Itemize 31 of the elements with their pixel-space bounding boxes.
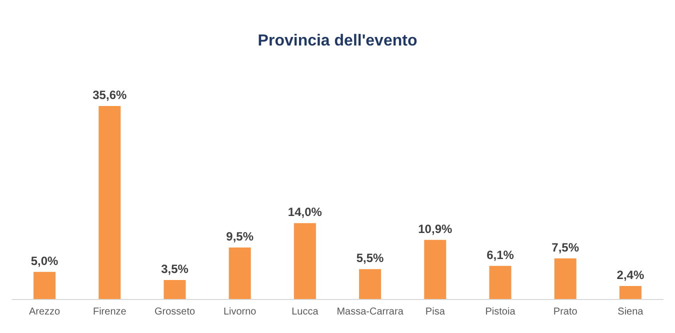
x-tick-label: Prato — [553, 306, 578, 318]
bar — [359, 269, 382, 299]
data-label: 6,1% — [486, 248, 514, 262]
bar — [424, 240, 446, 299]
x-tick-label: Grosseto — [154, 306, 196, 318]
data-label: 35,6% — [92, 88, 127, 102]
bar — [489, 266, 512, 299]
bar — [164, 280, 186, 299]
x-tick-label: Pisa — [425, 306, 446, 318]
x-tick-label: Firenze — [92, 306, 127, 318]
data-label: 10,9% — [418, 222, 452, 236]
x-tick-label: Arezzo — [28, 306, 61, 318]
data-label: 2,4% — [616, 268, 644, 282]
data-label: 5,5% — [356, 251, 384, 266]
bar — [619, 286, 642, 299]
bar — [98, 106, 121, 299]
data-label: 7,5% — [552, 240, 580, 254]
data-label: 5,0% — [30, 254, 59, 268]
x-tick-label: Massa-Carrara — [336, 306, 404, 318]
x-tick-label: Siena — [618, 306, 644, 318]
bar — [34, 272, 56, 299]
bar — [228, 247, 251, 299]
data-label: 9,5% — [226, 229, 254, 244]
bar — [294, 223, 316, 299]
chart-title: Provincia dell'evento — [258, 32, 418, 50]
data-label: 3,5% — [161, 262, 189, 276]
x-tick-label: Lucca — [292, 306, 319, 318]
bar — [554, 258, 576, 299]
x-tick-label: Livorno — [223, 306, 257, 318]
x-tick-label: Pistoia — [485, 306, 516, 318]
data-label: 14,0% — [288, 205, 322, 220]
